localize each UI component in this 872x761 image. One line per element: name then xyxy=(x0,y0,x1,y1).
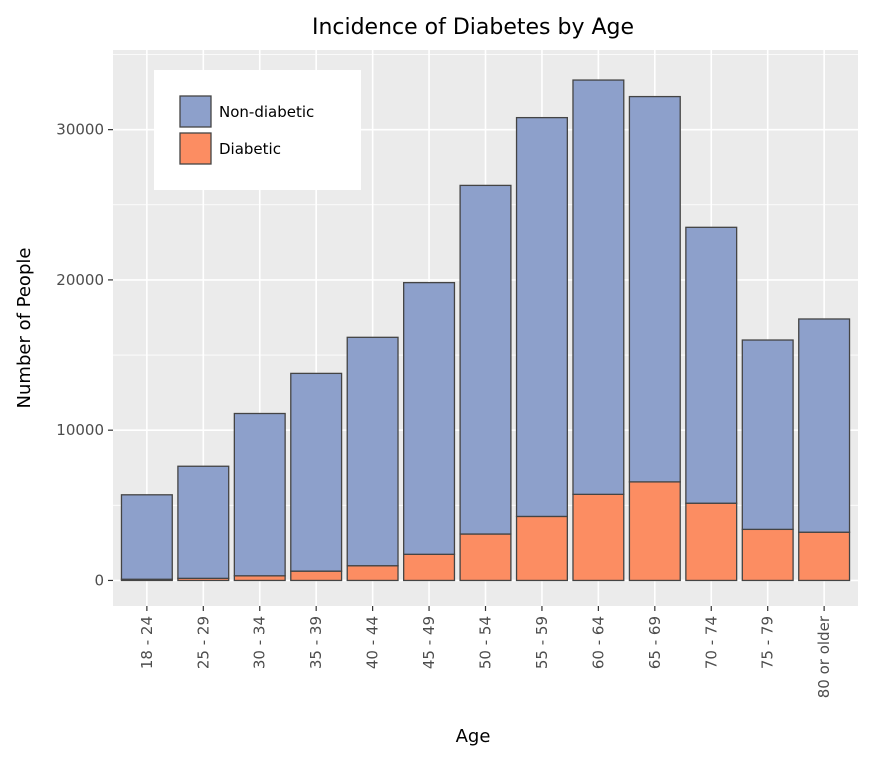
bar-diabetic-8 xyxy=(572,493,625,582)
bar-non-diabetic-11 xyxy=(741,339,794,531)
x-tick-label: 80 or older xyxy=(815,615,833,698)
bar-non-diabetic-1 xyxy=(177,465,230,580)
x-tick-label: 50 - 54 xyxy=(477,616,495,669)
bar-non-diabetic-9 xyxy=(628,95,681,483)
x-tick-label: 45 - 49 xyxy=(420,616,438,669)
x-tick-label: 55 - 59 xyxy=(533,616,551,669)
x-tick-label: 35 - 39 xyxy=(307,616,325,669)
y-axis-title: Number of People xyxy=(14,248,35,409)
legend: Non-diabetic Diabetic xyxy=(154,70,361,190)
x-tick-label: 40 - 44 xyxy=(364,616,382,669)
legend-label-diabetic: Diabetic xyxy=(219,140,281,158)
legend-key-diabetic xyxy=(179,132,212,165)
bar-non-diabetic-6 xyxy=(459,184,512,535)
legend-label-non-diabetic: Non-diabetic xyxy=(219,103,314,121)
bar-non-diabetic-5 xyxy=(403,281,456,555)
bar-non-diabetic-4 xyxy=(346,336,399,567)
bar-diabetic-2 xyxy=(233,575,286,582)
bar-non-diabetic-7 xyxy=(515,116,568,518)
bar-diabetic-3 xyxy=(290,570,343,582)
bar-diabetic-10 xyxy=(685,502,738,582)
bar-diabetic-6 xyxy=(459,533,512,582)
x-tick-label: 25 - 29 xyxy=(194,616,212,669)
bar-diabetic-11 xyxy=(741,528,794,582)
bar-diabetic-4 xyxy=(346,565,399,582)
bar-diabetic-9 xyxy=(628,481,681,582)
bar-diabetic-12 xyxy=(798,531,851,582)
x-tick-label: 60 - 64 xyxy=(589,616,607,669)
bars xyxy=(120,79,851,582)
bar-non-diabetic-3 xyxy=(290,372,343,572)
y-tick-label: 0 xyxy=(94,571,104,589)
x-tick-label: 70 - 74 xyxy=(702,616,720,669)
x-tick-label: 18 - 24 xyxy=(138,616,156,669)
bar-diabetic-5 xyxy=(403,553,456,582)
x-tick-label: 75 - 79 xyxy=(759,616,777,669)
x-tick-label: 30 - 34 xyxy=(251,616,269,669)
bar-non-diabetic-0 xyxy=(120,494,173,580)
y-tick-label: 10000 xyxy=(56,421,104,439)
legend-box xyxy=(154,70,361,190)
bar-non-diabetic-12 xyxy=(798,318,851,533)
bar-non-diabetic-10 xyxy=(685,226,738,504)
y-tick-label: 20000 xyxy=(56,271,104,289)
x-tick-label: 65 - 69 xyxy=(646,616,664,669)
x-axis-title: Age xyxy=(456,726,491,747)
x-axis: 18 - 24 25 - 29 30 - 34 35 - 39 40 - 44 45 - … xyxy=(138,606,833,698)
legend-key-non-diabetic xyxy=(179,95,212,128)
bar-non-diabetic-2 xyxy=(233,412,286,577)
y-tick-label: 30000 xyxy=(56,121,104,139)
bar-diabetic-7 xyxy=(515,515,568,582)
y-axis: 0 10000 20000 30000 xyxy=(56,121,113,589)
chart-title: Incidence of Diabetes by Age xyxy=(312,15,634,40)
bar-non-diabetic-8 xyxy=(572,79,625,495)
